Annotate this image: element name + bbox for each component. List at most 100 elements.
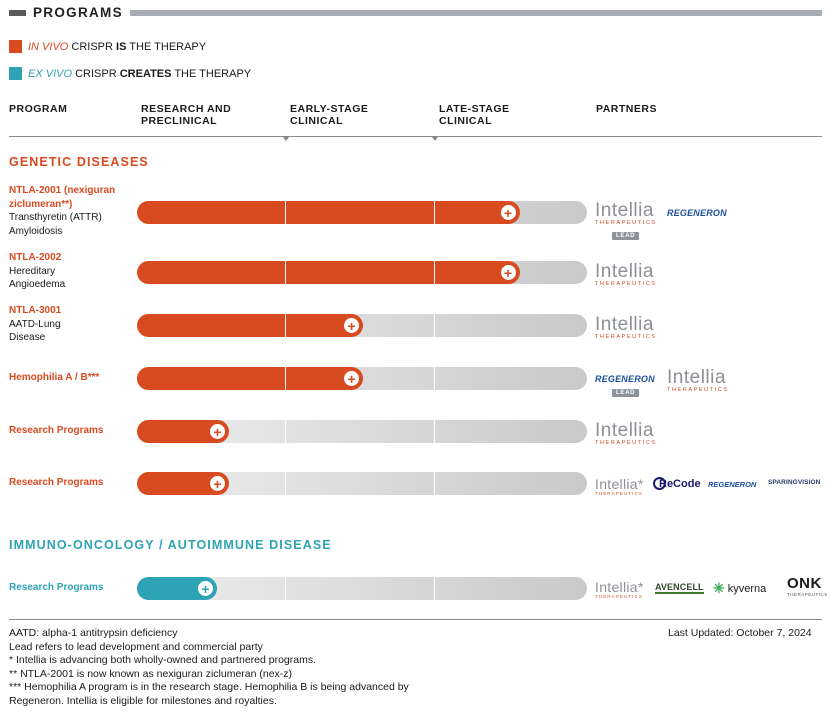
- onk-subtitle: THERAPEUTICS: [787, 592, 828, 597]
- column-research-line1: RESEARCH AND: [141, 103, 232, 115]
- partner-avencell-logo: AVENCELL: [655, 582, 704, 594]
- partner-regeneron-logo: REGENERON: [667, 208, 727, 218]
- section-genetic-diseases: GENETIC DISEASES: [9, 155, 149, 169]
- partner-onk-logo: ONK THERAPEUTICS: [787, 575, 828, 598]
- footnote-star3b: Regeneron. Intellia is eligible for mile…: [9, 694, 277, 707]
- bar-fill: [137, 420, 229, 443]
- intellia-wordmark: Intellia*: [595, 476, 644, 492]
- onk-wordmark: ONK: [787, 575, 822, 592]
- legend-in-vivo-text-b: THE THERAPY: [126, 40, 207, 53]
- progress-plus-icon: +: [499, 204, 517, 221]
- program-research-immuno: Research Programs: [9, 581, 137, 595]
- bar-fill: [137, 314, 364, 337]
- stage-divider: [434, 577, 435, 600]
- column-late-line1: LATE-STAGE: [439, 103, 510, 115]
- last-updated: Last Updated: October 7, 2024: [668, 627, 812, 639]
- stage-divider: [285, 261, 286, 284]
- bar-fill: [137, 261, 520, 284]
- footer-rule: [9, 619, 822, 620]
- recode-ring-icon: [653, 477, 666, 490]
- program-desc-line2: Angioedema: [9, 279, 66, 290]
- bar-track: [137, 420, 587, 443]
- program-ntla-2001: NTLA-2001 (nexiguran ziclumeran**) Trans…: [9, 184, 137, 238]
- intellia-subtitle: THERAPEUTICS: [595, 491, 643, 496]
- legend-ex-vivo: EX VIVO CRISPR CREATES THE THERAPY: [9, 67, 251, 80]
- progress-plus-icon: +: [197, 580, 215, 597]
- legend-swatch-ex-vivo: [9, 67, 22, 80]
- legend-in-vivo-text-a: CRISPR: [68, 40, 117, 53]
- bar-fill: [137, 472, 229, 495]
- program-desc-line2: Amyloidosis: [9, 225, 63, 237]
- column-early-line1: EARLY-STAGE: [290, 103, 369, 115]
- stage-divider: [434, 314, 435, 337]
- kyverna-star-icon: ✳: [713, 580, 725, 596]
- intellia-subtitle: THERAPEUTICS: [667, 387, 729, 393]
- bar-track: [137, 577, 587, 600]
- partner-intellia-logo: Intellia THERAPEUTICS: [667, 368, 729, 394]
- section-immuno-oncology: IMMUNO-ONCOLOGY / AUTOIMMUNE DISEASE: [9, 538, 332, 552]
- stage-divider: [434, 472, 435, 495]
- intellia-subtitle: THERAPEUTICS: [595, 281, 657, 287]
- column-header-rule: [9, 136, 822, 137]
- column-program: PROGRAM: [9, 103, 68, 115]
- legend-swatch-in-vivo: [9, 40, 22, 53]
- legend-ex-vivo-text-a: CRISPR: [72, 67, 120, 80]
- bar-track: [137, 472, 587, 495]
- intellia-wordmark: Intellia: [667, 367, 726, 388]
- footnote-star1: * Intellia is advancing both wholly-owne…: [9, 654, 317, 666]
- legend-ex-vivo-bold: CREATES: [119, 67, 172, 80]
- recode-wordmark: ReCode: [659, 477, 701, 490]
- stage-divider: [434, 261, 435, 284]
- intellia-wordmark: Intellia: [595, 314, 654, 335]
- stage-divider: [434, 201, 435, 224]
- program-ntla-3001: NTLA-3001 AATD-Lung Disease: [9, 304, 137, 345]
- intellia-wordmark: Intellia: [595, 261, 654, 282]
- progress-plus-icon: +: [208, 475, 226, 492]
- intellia-subtitle: THERAPEUTICS: [595, 334, 657, 340]
- program-desc-line1: Transthyretin (ATTR): [9, 212, 102, 223]
- header-rule: [130, 10, 822, 16]
- program-code-cont: ziclumeran**): [9, 198, 73, 210]
- intellia-wordmark: Intellia*: [595, 579, 644, 595]
- partner-intellia-logo: Intellia THERAPEUTICS: [595, 201, 657, 227]
- partner-regeneron-logo: REGENERON: [595, 374, 655, 384]
- intellia-wordmark: Intellia: [595, 200, 654, 221]
- column-early-line2: CLINICAL: [290, 115, 343, 127]
- stage-tick-late: [432, 137, 438, 141]
- lead-badge: LEAD: [612, 232, 640, 240]
- progress-plus-icon: +: [499, 264, 517, 281]
- program-code: Hemophilia A / B***: [9, 372, 100, 383]
- legend-in-vivo-italic: IN VIVO: [28, 40, 69, 53]
- column-partners: PARTNERS: [596, 103, 657, 115]
- legend-in-vivo-bold: IS: [116, 40, 127, 53]
- stage-divider: [285, 472, 286, 495]
- bar-fill: [137, 577, 218, 600]
- partner-intellia-logo: Intellia THERAPEUTICS: [595, 421, 657, 447]
- progress-plus-icon: +: [208, 423, 226, 440]
- footnote-star3a: *** Hemophilia A program is in the resea…: [9, 681, 409, 693]
- program-code: Research Programs: [9, 477, 104, 488]
- intellia-wordmark: Intellia: [595, 420, 654, 441]
- program-code: Research Programs: [9, 582, 104, 593]
- stage-divider: [285, 577, 286, 600]
- program-hemophilia: Hemophilia A / B***: [9, 371, 137, 385]
- page-title: PROGRAMS: [33, 5, 123, 20]
- progress-plus-icon: +: [343, 317, 361, 334]
- stage-divider: [434, 367, 435, 390]
- program-code: NTLA-3001: [9, 305, 62, 316]
- partner-intellia-logo-small: Intellia* THERAPEUTICS: [595, 580, 644, 600]
- stage-tick-early: [283, 137, 289, 141]
- partner-regeneron-logo: REGENERON: [708, 480, 757, 489]
- program-code: NTLA-2001 (nexiguran: [9, 185, 116, 196]
- program-ntla-2002: NTLA-2002 Hereditary Angioedema: [9, 251, 137, 292]
- footnote-aatd: AATD: alpha-1 antitrypsin deficiency: [9, 627, 178, 639]
- column-late-line2: CLINICAL: [439, 115, 492, 127]
- column-early: EARLY-STAGE CLINICAL: [290, 103, 368, 127]
- program-code: NTLA-2002: [9, 252, 62, 263]
- stage-divider: [285, 367, 286, 390]
- legend-ex-vivo-text-b: THE THERAPY: [171, 67, 252, 80]
- partner-recode-logo: ReCode: [653, 477, 701, 490]
- footnote-lead: Lead refers to lead development and comm…: [9, 640, 263, 653]
- partner-kyverna-logo: ✳ kyverna: [713, 580, 766, 597]
- column-late: LATE-STAGE CLINICAL: [439, 103, 510, 127]
